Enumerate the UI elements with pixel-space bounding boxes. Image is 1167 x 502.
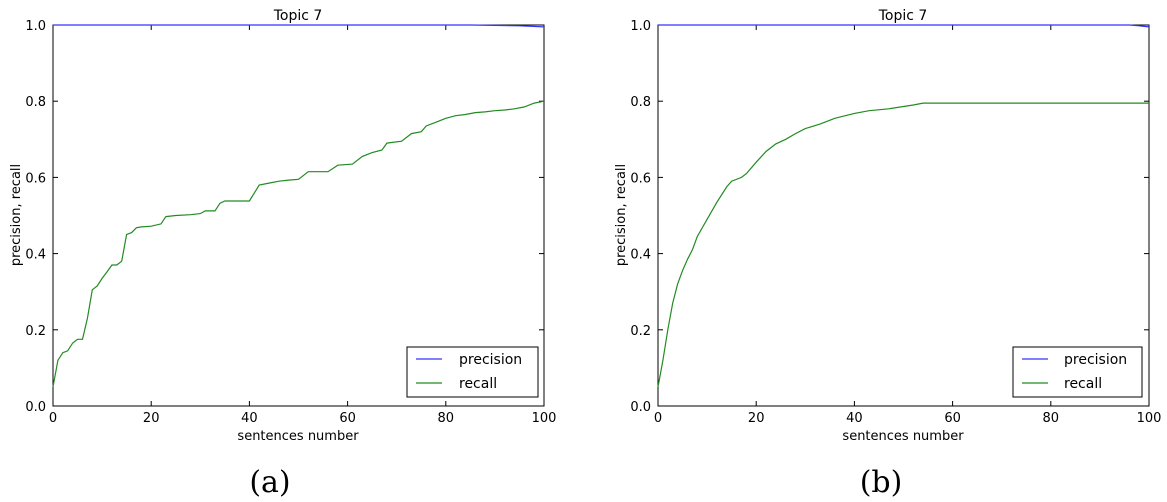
chart-panel-a: Topic 7 0 20 40 60 80 100 0.00.20.40.60.81.0 … — [9, 8, 556, 500]
x-ticks: 0 20 40 60 80 100 — [654, 25, 1162, 426]
y-ticks: 0.0 0.2 0.4 0.6 0.8 1.0 — [25, 19, 544, 415]
y-tick-label: 0.0 — [630, 400, 651, 415]
legend-label-recall: recall — [459, 376, 497, 392]
x-tick-label: 20 — [748, 411, 765, 426]
x-tick-label: 0 — [49, 411, 57, 426]
x-tick-label: 40 — [846, 411, 863, 426]
x-tick-label: 60 — [339, 411, 356, 426]
chart-panel-b: Topic 7 0 20 40 60 80 100 0.00.20.40.60.81.0 … — [614, 8, 1161, 500]
y-axis-label: precision, recall — [9, 164, 24, 266]
x-axis-label: sentences number — [842, 429, 964, 444]
legend-label-recall: recall — [1064, 376, 1102, 392]
y-tick-label: 0.2 — [25, 324, 46, 339]
series-lines — [52, 24, 545, 388]
chart-title: Topic 7 — [878, 8, 928, 24]
panel-caption: (b) — [860, 465, 903, 500]
y-tick-label: 0.6 — [630, 171, 651, 186]
y-tick-label: 0.0 — [25, 400, 46, 415]
panel-caption: (a) — [249, 465, 290, 500]
legend: precision recall — [1012, 346, 1143, 398]
series-lines — [657, 24, 1150, 388]
x-tick-label: 40 — [241, 411, 258, 426]
x-tick-label: 20 — [143, 411, 160, 426]
legend-box — [406, 346, 539, 398]
series-line-precision — [658, 24, 1150, 28]
y-tick-label: 1.0 — [25, 19, 46, 34]
legend-label-precision: precision — [1064, 352, 1127, 368]
plot-frame — [52, 24, 545, 407]
y-tick-label: 0.4 — [25, 248, 46, 263]
legend-label-precision: precision — [459, 352, 522, 368]
y-tick-label: 0.8 — [630, 95, 651, 110]
y-ticks: 0.0 0.2 0.4 0.6 0.8 1.0 — [630, 19, 1149, 415]
x-tick-label: 0 — [654, 411, 662, 426]
x-tick-label: 80 — [1043, 411, 1060, 426]
legend-box — [1012, 346, 1143, 398]
x-tick-label: 60 — [944, 411, 961, 426]
legend: precision recall — [406, 346, 539, 398]
y-tick-label: 0.6 — [25, 171, 46, 186]
x-axis-label: sentences number — [237, 429, 359, 444]
y-tick-label: 0.8 — [25, 95, 46, 110]
series-line-recall — [52, 100, 545, 388]
series-line-precision — [53, 24, 545, 28]
x-ticks: 0 20 40 60 80 100 — [49, 25, 557, 426]
y-tick-label: 0.2 — [630, 324, 651, 339]
plot-frame — [657, 24, 1150, 407]
chart-title: Topic 7 — [273, 8, 323, 24]
x-tick-label: 100 — [1137, 411, 1162, 426]
y-tick-label: 0.4 — [630, 248, 651, 263]
y-axis-label: precision, recall — [614, 164, 629, 266]
series-line-recall — [657, 102, 1149, 388]
x-tick-label: 100 — [532, 411, 557, 426]
y-tick-label: 1.0 — [630, 19, 651, 34]
x-tick-label: 80 — [438, 411, 455, 426]
